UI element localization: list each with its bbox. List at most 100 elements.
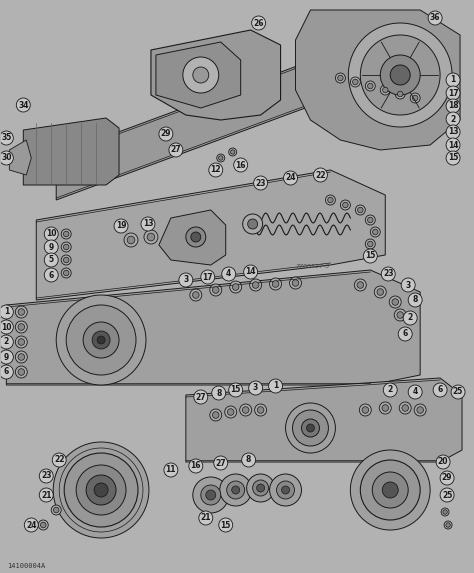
Text: 1: 1 (450, 76, 456, 84)
Circle shape (446, 112, 460, 126)
Polygon shape (56, 50, 420, 200)
Circle shape (219, 518, 233, 532)
Circle shape (61, 255, 71, 265)
Circle shape (340, 200, 350, 210)
Circle shape (408, 385, 422, 399)
Text: 17: 17 (448, 88, 458, 97)
Circle shape (44, 227, 58, 241)
Text: 23: 23 (255, 179, 266, 187)
Circle shape (380, 55, 420, 95)
Circle shape (183, 57, 219, 93)
Circle shape (365, 215, 375, 225)
Text: 2: 2 (388, 386, 393, 394)
Circle shape (225, 406, 237, 418)
Circle shape (446, 151, 460, 165)
Circle shape (285, 403, 336, 453)
Text: 29: 29 (442, 473, 452, 482)
Circle shape (53, 442, 149, 538)
Circle shape (86, 475, 116, 505)
Circle shape (179, 273, 193, 287)
Circle shape (398, 327, 412, 341)
Circle shape (398, 91, 403, 97)
Circle shape (190, 289, 202, 301)
Circle shape (240, 404, 252, 416)
Circle shape (44, 253, 58, 267)
Circle shape (377, 289, 383, 295)
Circle shape (390, 65, 410, 85)
Circle shape (292, 410, 328, 446)
Text: 1: 1 (273, 382, 278, 391)
Text: 3: 3 (183, 276, 189, 285)
Circle shape (193, 477, 229, 513)
Circle shape (222, 267, 236, 281)
Text: 2: 2 (450, 115, 456, 124)
Circle shape (209, 163, 223, 177)
Text: 12: 12 (210, 166, 221, 175)
Circle shape (357, 207, 363, 213)
Circle shape (255, 404, 266, 416)
Circle shape (282, 486, 290, 494)
Circle shape (212, 386, 226, 400)
Circle shape (290, 277, 301, 289)
Text: 16: 16 (191, 461, 201, 470)
Circle shape (383, 383, 397, 397)
Text: 27: 27 (215, 458, 226, 468)
Text: 23: 23 (383, 269, 393, 278)
Text: 19: 19 (116, 222, 126, 230)
Text: 24: 24 (26, 520, 36, 529)
Circle shape (114, 219, 128, 233)
Circle shape (244, 265, 258, 279)
Circle shape (40, 522, 46, 528)
Circle shape (247, 219, 258, 229)
Circle shape (402, 405, 409, 411)
Circle shape (83, 322, 119, 358)
Circle shape (270, 278, 282, 290)
Polygon shape (156, 42, 241, 108)
Circle shape (382, 405, 389, 411)
Circle shape (191, 232, 201, 242)
Circle shape (15, 336, 27, 348)
Circle shape (92, 331, 110, 349)
Circle shape (51, 505, 61, 515)
Circle shape (389, 296, 401, 308)
Circle shape (401, 278, 415, 292)
Text: 22: 22 (54, 456, 64, 465)
Circle shape (254, 176, 268, 190)
Circle shape (0, 335, 13, 349)
Circle shape (313, 168, 328, 182)
Circle shape (292, 280, 299, 286)
Circle shape (206, 490, 216, 500)
Circle shape (451, 385, 465, 399)
Text: 8: 8 (412, 296, 418, 304)
Circle shape (276, 481, 294, 499)
Text: 6: 6 (402, 329, 408, 339)
Text: 8: 8 (246, 456, 251, 465)
Text: 11: 11 (165, 465, 176, 474)
Circle shape (18, 368, 25, 375)
Circle shape (428, 11, 442, 25)
Circle shape (124, 233, 138, 247)
Circle shape (0, 151, 13, 165)
Circle shape (250, 279, 262, 291)
Circle shape (446, 99, 460, 113)
Circle shape (234, 158, 247, 172)
Circle shape (169, 143, 183, 157)
Text: 18: 18 (448, 101, 458, 111)
Circle shape (357, 282, 364, 288)
Text: 35: 35 (1, 134, 11, 143)
Text: 29: 29 (161, 129, 171, 139)
Text: 2: 2 (4, 337, 9, 347)
Circle shape (328, 197, 333, 203)
Text: 23: 23 (41, 472, 52, 481)
Circle shape (227, 481, 245, 499)
Circle shape (270, 474, 301, 506)
Circle shape (164, 463, 178, 477)
Text: 21: 21 (201, 513, 211, 523)
Circle shape (141, 217, 155, 231)
Circle shape (39, 469, 53, 483)
Circle shape (66, 305, 136, 375)
Circle shape (230, 281, 242, 293)
Circle shape (219, 156, 223, 160)
Circle shape (256, 484, 264, 492)
Text: 36: 36 (430, 14, 440, 22)
